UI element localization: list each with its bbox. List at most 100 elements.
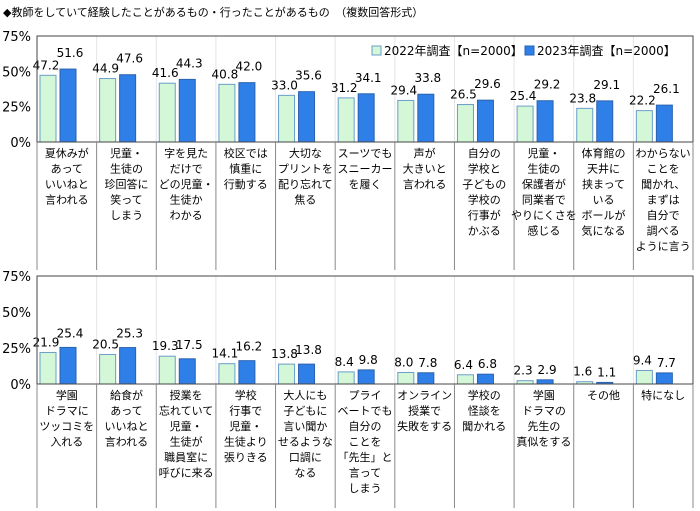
category-label-line: 校区では	[224, 146, 268, 160]
category-label-line: 配り忘れて	[278, 177, 333, 191]
category-label: 特になし	[641, 388, 685, 402]
category-label: その他	[587, 389, 620, 402]
data-label: 29.6	[474, 77, 501, 91]
bar-2023	[536, 100, 554, 143]
category-label-line: 慎重に	[229, 162, 262, 176]
category-label-line: 言い聞か	[283, 420, 327, 433]
data-label: 26.5	[450, 88, 477, 102]
category-label: 字を見ただけでどの児童・生徒かわかる	[159, 146, 214, 222]
category-label-line: ことを	[349, 436, 382, 449]
data-label: 1.6	[573, 365, 592, 379]
category-label-line: わかる	[170, 209, 203, 222]
category-label-line: 授業で	[408, 404, 441, 418]
category-label-line: 自分の	[468, 147, 501, 160]
category-label-line: 特になし	[641, 388, 685, 402]
data-label: 40.8	[212, 67, 239, 81]
category-label-line: 笑って	[110, 193, 142, 207]
category-label-line: 聞かれる	[462, 420, 506, 433]
data-label: 9.8	[359, 353, 378, 367]
bar-2023	[298, 363, 316, 385]
category-label-line: 子どもに	[283, 405, 327, 418]
bar-2023	[298, 91, 316, 143]
bar-2023	[476, 99, 494, 143]
data-label: 33.0	[271, 78, 298, 92]
category-label: 大人にも子どもに言い聞かせるような口調になる	[278, 388, 333, 480]
category-label: 学園ドラマの先生の真似をする	[516, 388, 571, 449]
category-label: 声が大きいと言われる	[403, 146, 447, 191]
bar-2023	[655, 104, 673, 143]
data-label: 35.6	[295, 69, 322, 83]
category-label-line: 真似をする	[516, 435, 571, 449]
category-label-line: 珍回答に	[104, 177, 148, 191]
category-label: 大切なプリントを配り忘れて焦る	[278, 146, 333, 207]
data-label: 26.1	[653, 82, 680, 96]
bar-2022	[337, 371, 355, 385]
category-label-line: 大切な	[289, 146, 322, 160]
bar-2023	[59, 346, 77, 385]
data-label: 47.6	[116, 52, 143, 66]
data-label: 25.3	[116, 327, 143, 341]
bar-2022	[516, 105, 534, 143]
category-label-line: 保護者が	[522, 177, 566, 191]
category-label-line: 夏休みが	[45, 146, 89, 160]
category-label-line: 声が	[414, 146, 436, 160]
category-label-line: 学園	[533, 388, 555, 402]
data-label: 7.7	[657, 356, 676, 370]
category-label-line: 聞かれ、	[641, 178, 685, 191]
category-label-line: プリントを	[278, 163, 333, 176]
category-label-line: 給食が	[110, 388, 143, 402]
category-label-line: 感じる	[527, 225, 560, 238]
category-label-line: 自分の	[349, 420, 382, 433]
category-label: 学校の怪談を聞かれる	[462, 388, 506, 433]
category-label-line: どの児童・	[159, 177, 214, 191]
bar-2022	[218, 363, 236, 385]
bar-2022	[278, 363, 296, 385]
category-label-line: 児童・	[229, 419, 262, 433]
category-label-line: ことを	[647, 163, 680, 176]
category-label-line: その他	[587, 389, 620, 402]
bar-2022	[99, 78, 117, 143]
bar-2022	[397, 99, 415, 143]
category-label: オンライン授業で失敗をする	[397, 389, 452, 433]
bar-2023	[119, 347, 137, 385]
category-label-line: ように言う	[636, 240, 691, 253]
y-tick-label: 25%	[2, 342, 31, 357]
bar-2023	[417, 93, 435, 143]
bar-2023	[476, 373, 494, 385]
category-label-line: 挟まって	[582, 177, 625, 191]
data-label: 2.9	[538, 363, 557, 377]
category-label-line: 怪談を	[468, 404, 501, 418]
category-label: 自分の学校と子どもの学校の行事がかぶる	[462, 147, 506, 238]
category-label-line: 気になる	[582, 224, 626, 238]
category-label-line: 言われる	[105, 436, 148, 449]
bar-2023	[417, 372, 435, 385]
data-label: 44.3	[176, 56, 203, 70]
category-label: 児童・生徒の保護者が同業者でやりにくさを感じる	[511, 146, 577, 238]
category-label-line: 言われる	[403, 178, 446, 191]
category-label-line: 口調に	[289, 450, 322, 464]
data-label: 29.2	[534, 78, 561, 92]
chart-title: ◆教師をしていて経験したことがあるもの・行ったことがあるもの （複数回答形式）	[3, 6, 424, 19]
bar-2023	[178, 78, 196, 143]
category-label-line: 行事で	[229, 405, 262, 418]
category-label-line: 学校の	[468, 388, 501, 402]
category-label: 学校行事で児童・生徒より張りきる	[224, 388, 268, 464]
category-label-line: 生徒か	[170, 193, 203, 207]
category-label: 夏休みがあっていいねと言われる	[45, 146, 89, 207]
category-label-line: ボールが	[582, 208, 626, 222]
category-label-line: あって	[110, 405, 142, 418]
bar-2023	[59, 68, 77, 143]
y-tick-label: 75%	[2, 270, 31, 285]
category-label-line: 調べる	[647, 224, 680, 238]
y-tick-label: 0%	[10, 378, 31, 393]
bar-2022	[39, 351, 57, 385]
category-label-line: 同業者で	[522, 194, 566, 207]
bar-2023	[536, 379, 554, 385]
category-label-line: 職員室に	[164, 450, 208, 464]
data-label: 23.8	[569, 91, 596, 105]
category-label-line: 児童・	[110, 146, 143, 160]
data-label: 2.3	[514, 364, 533, 378]
bar-2023	[238, 82, 256, 143]
category-label: わからないことを聞かれ、まずは自分で調べるように言う	[636, 147, 691, 253]
